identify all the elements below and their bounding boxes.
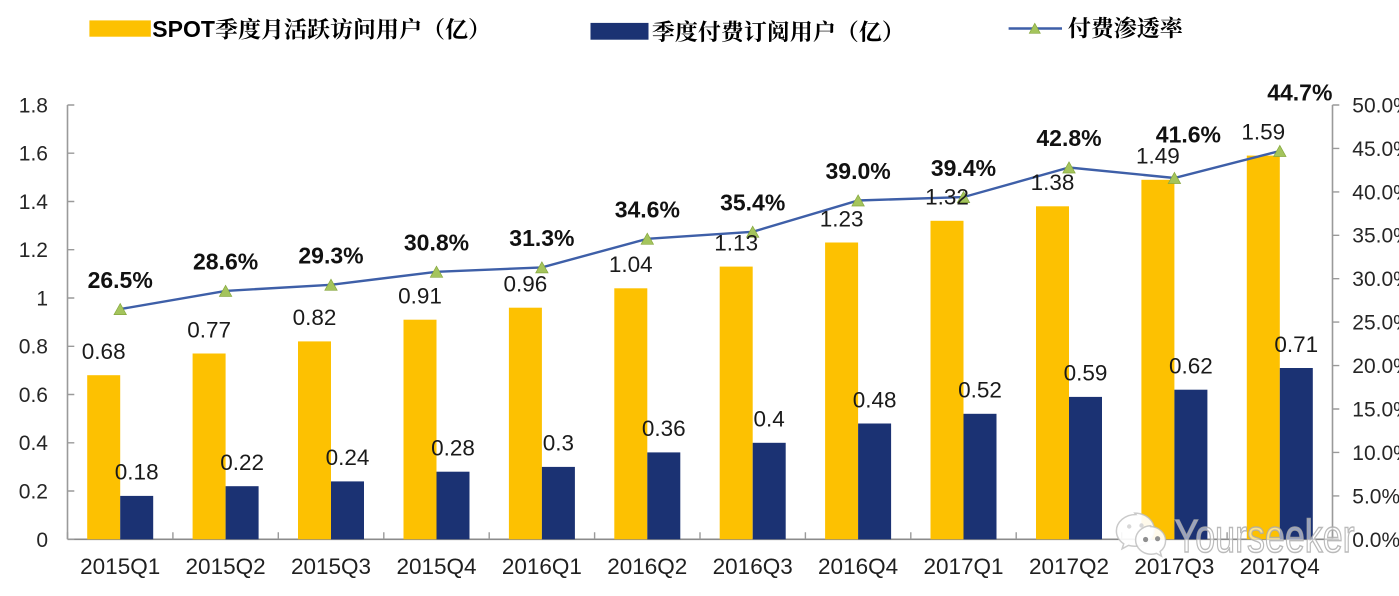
svg-text:42.8%: 42.8% (1036, 125, 1101, 151)
svg-text:28.6%: 28.6% (193, 249, 258, 275)
svg-text:0.28: 0.28 (431, 436, 475, 461)
svg-text:1: 1 (36, 287, 48, 310)
svg-text:0.8: 0.8 (19, 336, 48, 359)
svg-text:0.22: 0.22 (220, 450, 264, 475)
svg-text:0.24: 0.24 (326, 445, 370, 470)
svg-text:39.0%: 39.0% (825, 158, 890, 184)
svg-text:1.6: 1.6 (19, 143, 48, 166)
svg-text:0.4: 0.4 (754, 407, 785, 432)
svg-text:2015Q3: 2015Q3 (291, 554, 371, 579)
svg-text:1.04: 1.04 (609, 252, 653, 277)
svg-text:40.0%: 40.0% (1352, 181, 1399, 204)
svg-text:41.6%: 41.6% (1156, 121, 1221, 147)
svg-text:1.38: 1.38 (1031, 170, 1075, 195)
svg-text:2016Q4: 2016Q4 (818, 554, 898, 579)
svg-text:0.3: 0.3 (543, 431, 574, 456)
svg-text:15.0%: 15.0% (1352, 399, 1399, 422)
svg-text:25.0%: 25.0% (1352, 312, 1399, 335)
svg-text:0.91: 0.91 (398, 284, 442, 309)
svg-text:1.23: 1.23 (820, 206, 864, 231)
svg-text:0.68: 0.68 (82, 339, 126, 364)
svg-text:0: 0 (36, 529, 48, 552)
svg-text:2017Q1: 2017Q1 (923, 554, 1003, 579)
svg-text:2017Q4: 2017Q4 (1240, 554, 1320, 579)
svg-text:0.2: 0.2 (19, 481, 48, 504)
svg-text:0.71: 0.71 (1274, 332, 1318, 357)
svg-text:Yourseeker: Yourseeker (1175, 510, 1355, 562)
svg-text:0.77: 0.77 (187, 317, 231, 342)
svg-text:1.4: 1.4 (19, 191, 49, 214)
svg-text:0.18: 0.18 (115, 460, 159, 485)
svg-text:29.3%: 29.3% (298, 243, 363, 269)
svg-text:30.0%: 30.0% (1352, 268, 1399, 291)
svg-text:0.6: 0.6 (19, 384, 48, 407)
svg-text:0.4: 0.4 (19, 432, 49, 455)
svg-text:1.49: 1.49 (1136, 144, 1180, 169)
svg-text:39.4%: 39.4% (931, 155, 996, 181)
svg-text:2015Q2: 2015Q2 (186, 554, 266, 579)
svg-text:0.82: 0.82 (293, 305, 337, 330)
svg-text:2016Q3: 2016Q3 (713, 554, 793, 579)
svg-text:26.5%: 26.5% (88, 267, 153, 293)
svg-text:0.59: 0.59 (1064, 361, 1108, 386)
svg-text:2017Q3: 2017Q3 (1134, 554, 1214, 579)
svg-text:0.52: 0.52 (958, 378, 1002, 403)
svg-text:2015Q1: 2015Q1 (80, 554, 160, 579)
svg-text:35.4%: 35.4% (720, 190, 785, 216)
svg-text:30.8%: 30.8% (404, 230, 469, 256)
svg-text:31.3%: 31.3% (509, 225, 574, 251)
svg-text:44.7%: 44.7% (1267, 79, 1332, 105)
svg-text:50.0%: 50.0% (1352, 94, 1399, 117)
svg-text:1.59: 1.59 (1241, 119, 1285, 144)
svg-text:45.0%: 45.0% (1352, 138, 1399, 161)
svg-text:10.0%: 10.0% (1352, 442, 1399, 465)
svg-text:35.0%: 35.0% (1352, 225, 1399, 248)
svg-text:0.48: 0.48 (853, 387, 897, 412)
svg-text:1.32: 1.32 (925, 185, 969, 210)
svg-text:34.6%: 34.6% (615, 197, 680, 223)
svg-text:1.8: 1.8 (19, 94, 48, 117)
svg-text:20.0%: 20.0% (1352, 355, 1399, 378)
svg-text:2017Q2: 2017Q2 (1029, 554, 1109, 579)
svg-text:0.96: 0.96 (504, 272, 548, 297)
svg-text:5.0%: 5.0% (1352, 485, 1399, 508)
svg-text:1.13: 1.13 (714, 230, 758, 255)
svg-text:SPOT: SPOT (152, 16, 215, 42)
svg-text:2016Q2: 2016Q2 (607, 554, 687, 579)
svg-text:2015Q4: 2015Q4 (396, 554, 476, 579)
svg-text:2016Q1: 2016Q1 (502, 554, 582, 579)
svg-text:0.36: 0.36 (642, 416, 686, 441)
svg-text:0.0%: 0.0% (1352, 529, 1399, 552)
svg-text:0.62: 0.62 (1169, 354, 1213, 379)
svg-text:1.2: 1.2 (19, 239, 48, 262)
